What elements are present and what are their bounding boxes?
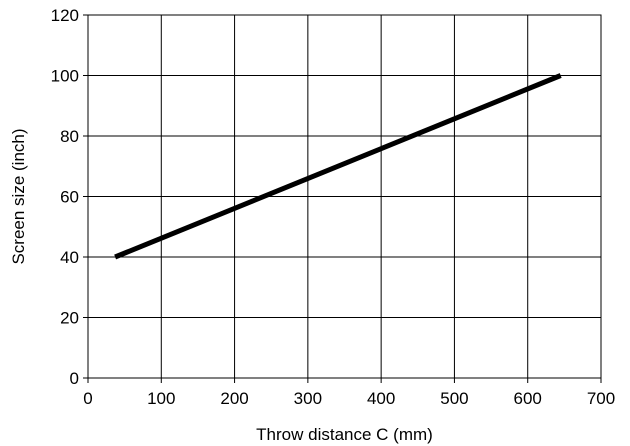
x-tick-label: 200 xyxy=(220,389,248,408)
x-tick-label: 400 xyxy=(367,389,395,408)
x-axis-title: Throw distance C (mm) xyxy=(256,425,433,444)
x-tick-label: 600 xyxy=(514,389,542,408)
x-tick-label: 100 xyxy=(147,389,175,408)
x-tick-label: 0 xyxy=(83,389,92,408)
y-tick-label: 60 xyxy=(60,188,79,207)
y-axis-ticks: 0 20 40 60 80 100 120 xyxy=(51,6,88,388)
y-tick-label: 40 xyxy=(60,248,79,267)
series-layer xyxy=(114,73,562,260)
y-axis-title: Screen size (inch) xyxy=(9,128,28,264)
y-tick-label: 80 xyxy=(60,127,79,146)
y-tick-label: 120 xyxy=(51,6,79,25)
x-axis-ticks: 0 100 200 300 400 500 600 700 xyxy=(83,378,615,408)
series-line xyxy=(114,73,562,260)
x-tick-label: 300 xyxy=(294,389,322,408)
y-tick-label: 20 xyxy=(60,309,79,328)
x-tick-label: 700 xyxy=(587,389,615,408)
grid xyxy=(88,15,601,378)
x-tick-label: 500 xyxy=(440,389,468,408)
y-tick-label: 100 xyxy=(51,67,79,86)
y-tick-label: 0 xyxy=(70,369,79,388)
